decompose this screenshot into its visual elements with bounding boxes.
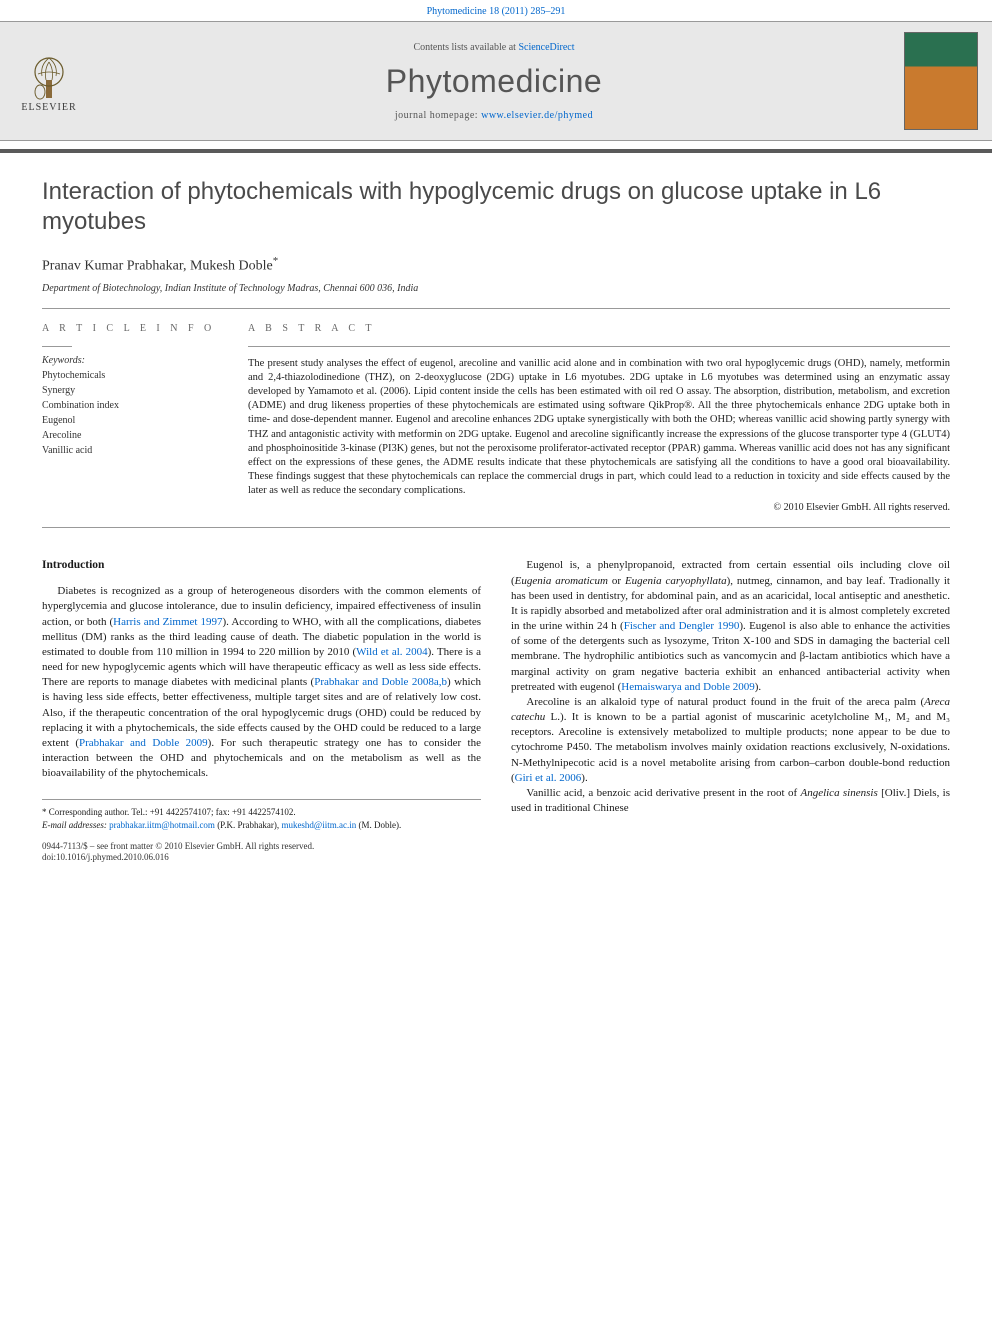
body-paragraph: Arecoline is an alkaloid type of natural…: [511, 695, 950, 786]
author-email-link[interactable]: prabhakar.iitm@hotmail.com: [109, 820, 215, 830]
header-center: Contents lists available at ScienceDirec…: [100, 42, 888, 121]
keyword: Phytochemicals: [42, 368, 216, 383]
journal-cover-thumbnail: [904, 32, 978, 130]
footer-doi: doi:10.1016/j.phymed.2010.06.016: [42, 852, 950, 864]
footer-copyright: 0944-7113/$ – see front matter © 2010 El…: [42, 841, 950, 853]
rule: [248, 346, 950, 347]
article-info-column: a r t i c l e i n f o Keywords: Phytoche…: [42, 323, 216, 514]
citation-link[interactable]: Prabhakar and Doble 2008a,b: [314, 676, 447, 688]
article-info-label: a r t i c l e i n f o: [42, 323, 216, 334]
author-email-link[interactable]: mukeshd@iitm.ac.in: [281, 820, 356, 830]
corresponding-mark: *: [273, 255, 279, 267]
article-title: Interaction of phytochemicals with hypog…: [42, 177, 950, 237]
rule: [42, 346, 72, 347]
publisher-name: ELSEVIER: [21, 102, 76, 113]
publisher-logo: ELSEVIER: [14, 42, 84, 120]
article-body: Introduction Diabetes is recognized as a…: [0, 538, 992, 830]
journal-citation[interactable]: Phytomedicine 18 (2011) 285–291: [0, 0, 992, 21]
abstract-label: a b s t r a c t: [248, 323, 950, 334]
author-list: Pranav Kumar Prabhakar, Mukesh Doble*: [42, 255, 950, 275]
keyword: Combination index: [42, 398, 216, 413]
keywords-heading: Keywords:: [42, 355, 216, 366]
keyword: Synergy: [42, 383, 216, 398]
abstract-copyright: © 2010 Elsevier GmbH. All rights reserve…: [248, 502, 950, 513]
citation-link[interactable]: Prabhakar and Doble 2009: [79, 737, 208, 749]
abstract-text: The present study analyses the effect of…: [248, 357, 950, 499]
citation-link[interactable]: Fischer and Dengler 1990: [624, 620, 740, 632]
corresponding-author-footnote: * Corresponding author. Tel.: +91 442257…: [42, 799, 481, 830]
keyword: Vanillic acid: [42, 443, 216, 458]
journal-homepage-line: journal homepage: www.elsevier.de/phymed: [100, 110, 888, 121]
body-paragraph: Vanillic acid, a benzoic acid derivative…: [511, 786, 950, 816]
citation-link[interactable]: Harris and Zimmet 1997: [113, 616, 222, 628]
journal-header-band: ELSEVIER Contents lists available at Sci…: [0, 21, 992, 141]
citation-link[interactable]: Wild et al. 2004: [356, 646, 427, 658]
citation-link[interactable]: Giri et al. 2006: [515, 772, 582, 784]
citation-link[interactable]: Hemaiswarya and Doble 2009: [621, 681, 755, 693]
rule: [42, 527, 950, 528]
body-paragraph: Diabetes is recognized as a group of het…: [42, 584, 481, 781]
sciencedirect-link[interactable]: ScienceDirect: [518, 42, 574, 53]
author-affiliation: Department of Biotechnology, Indian Inst…: [42, 283, 950, 294]
journal-name: Phytomedicine: [100, 63, 888, 100]
body-paragraph: Eugenol is, a phenylpropanoid, extracted…: [511, 558, 950, 695]
section-heading-introduction: Introduction: [42, 558, 481, 574]
elsevier-tree-icon: [28, 50, 70, 100]
page-footer: 0944-7113/$ – see front matter © 2010 El…: [0, 831, 992, 872]
contents-available-line: Contents lists available at ScienceDirec…: [100, 42, 888, 53]
keyword: Eugenol: [42, 413, 216, 428]
abstract-column: a b s t r a c t The present study analys…: [248, 323, 950, 514]
journal-homepage-link[interactable]: www.elsevier.de/phymed: [481, 110, 593, 121]
keyword: Arecoline: [42, 428, 216, 443]
